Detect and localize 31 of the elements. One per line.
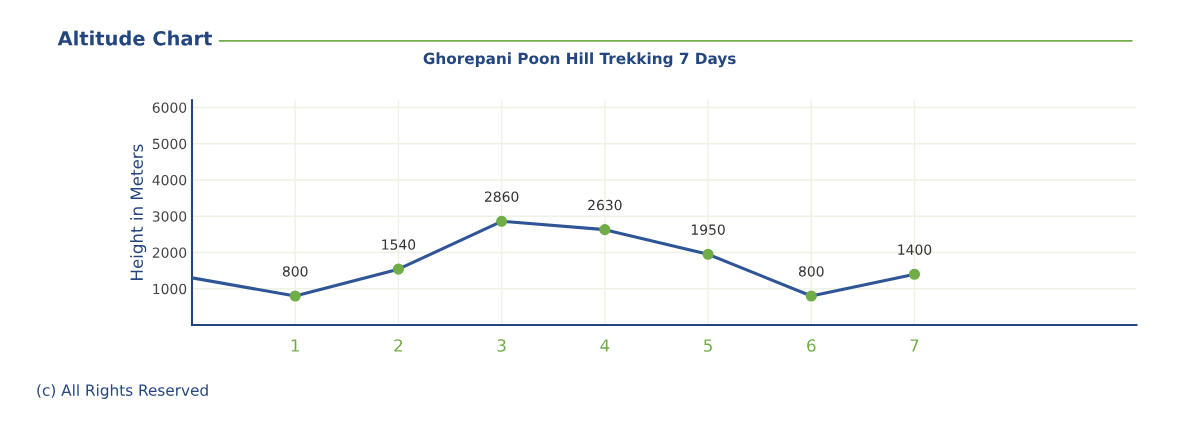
x-tick-label: 5 <box>704 339 712 352</box>
text: (c) All Rights Reserved <box>37 384 208 399</box>
data-label: 1540 <box>382 239 416 250</box>
y-tick-label: 6000 <box>152 102 187 113</box>
point <box>599 224 611 236</box>
data-label: 800 <box>282 266 308 277</box>
data-label: 1950 <box>691 224 725 235</box>
point <box>392 263 404 275</box>
x-tick-label: 6 <box>807 339 816 352</box>
x-tick-label: 3 <box>497 339 506 352</box>
data-label: 800 <box>798 266 824 277</box>
x-tick-label: 2 <box>394 339 403 352</box>
point <box>908 268 921 280</box>
y-tick-label: 4000 <box>152 174 187 186</box>
point <box>805 290 817 302</box>
y-tick-label: 5000 <box>152 138 187 150</box>
y-tick-label: 3000 <box>152 211 187 222</box>
x-tick-label: 4 <box>600 339 610 352</box>
data-label: 2630 <box>588 199 622 211</box>
data-label: 1400 <box>898 244 932 255</box>
y-tick-label: 1000 <box>153 283 187 295</box>
point <box>289 290 301 302</box>
x-tick-label: 7 <box>910 339 919 352</box>
data-label: 2860 <box>484 191 519 202</box>
y-axis-title: Height in Meters <box>130 144 147 280</box>
chart-title: Altitude Chart <box>57 30 212 46</box>
chart-subtitle: Ghorepani Poon Hill Trekking 7 Days <box>423 52 736 68</box>
y-tick-label: 2000 <box>152 247 187 258</box>
x-tick-label: 1 <box>291 339 299 352</box>
point <box>496 215 508 227</box>
point <box>702 248 714 260</box>
